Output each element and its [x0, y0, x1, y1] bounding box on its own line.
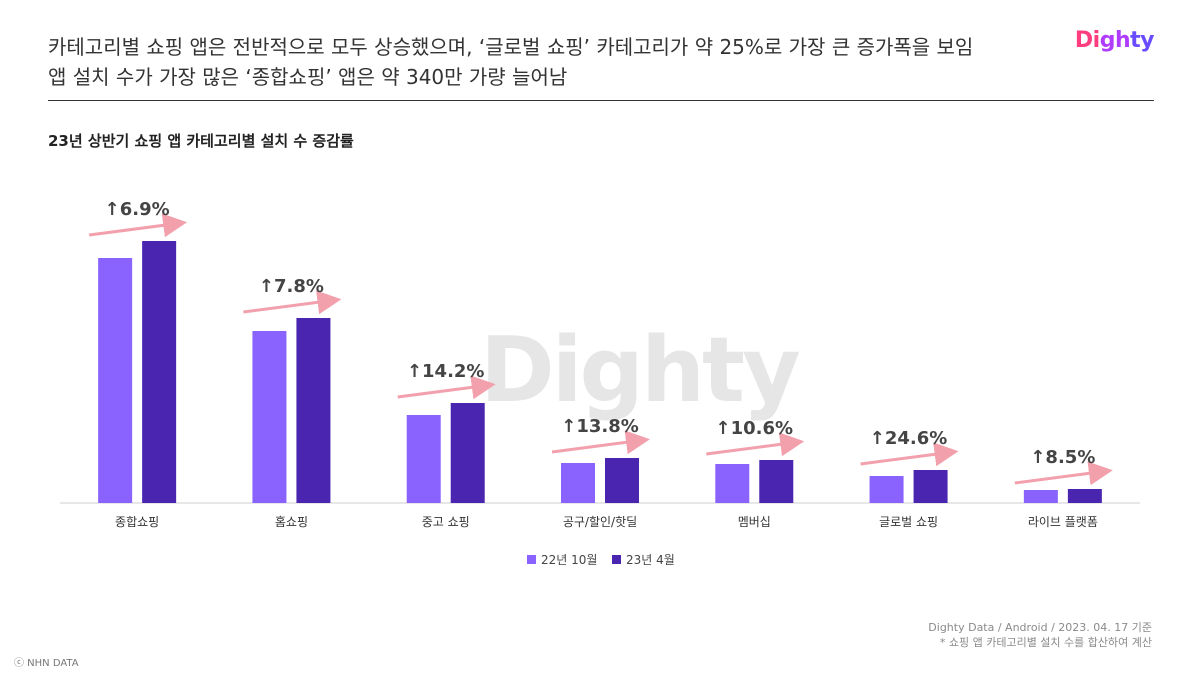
bar-chart: ↑6.9% 종합쇼핑 ↑7.8% 홈쇼핑 ↑14.2% 중고 쇼핑 ↑13.8% 공구/할인/… [60, 199, 1140, 567]
legend-swatch [527, 555, 536, 564]
bar-22-oct [252, 331, 287, 503]
headline-line-1: 카테고리별 쇼핑 앱은 전반적으로 모두 상승했으며, ‘글로벌 쇼핑’ 카테고… [48, 35, 974, 59]
header-divider [48, 100, 1154, 101]
logo-letter: g [1099, 28, 1116, 53]
chart-title: 23년 상반기 쇼핑 앱 카테고리별 설치 수 증감률 [48, 132, 354, 150]
bar-22-oct [406, 415, 441, 503]
bar-23-apr [1067, 489, 1102, 503]
category-label: 종합쇼핑 [115, 515, 159, 529]
category-label: 홈쇼핑 [275, 515, 308, 529]
logo-letter: y [1140, 28, 1154, 53]
bar-23-apr [605, 458, 639, 503]
trend-arrow [1014, 461, 1113, 486]
trend-arrow [551, 430, 650, 455]
bar-22-oct [98, 258, 133, 503]
bar-22-oct [1023, 490, 1058, 503]
category-label: 라이브 플랫폼 [1028, 515, 1098, 529]
growth-label: ↑24.6% [870, 428, 948, 449]
bar-23-apr [142, 241, 177, 503]
legend-label: 23년 4월 [626, 553, 675, 567]
bar-22-oct [561, 463, 595, 503]
bar-23-apr [296, 318, 331, 503]
logo-letter: i [1092, 28, 1101, 53]
bar-22-oct [869, 476, 904, 503]
dighty-logo: Dighty [1074, 28, 1155, 53]
category-label: 중고 쇼핑 [422, 515, 470, 529]
growth-label: ↑6.9% [105, 199, 170, 220]
headline-line-2: 앱 설치 수가 가장 많은 ‘종합쇼핑’ 앱은 약 340만 가량 늘어남 [48, 65, 568, 89]
growth-label: ↑10.6% [716, 418, 794, 439]
bar-23-apr [450, 403, 485, 503]
growth-label: ↑13.8% [561, 416, 639, 437]
growth-label: ↑8.5% [1030, 447, 1095, 468]
bar-23-apr [913, 470, 948, 503]
trend-arrow [397, 375, 496, 400]
bar-22-oct [715, 464, 750, 503]
category-label: 글로벌 쇼핑 [879, 515, 938, 529]
category-label: 멤버십 [738, 515, 771, 529]
source-note: Dighty Data / Android / 2023. 04. 17 기준 … [928, 620, 1152, 650]
category-label: 공구/할인/핫딜 [563, 515, 637, 529]
logo-letter: t [1130, 28, 1141, 53]
legend-label: 22년 10월 [541, 553, 597, 567]
trend-arrow [243, 290, 342, 315]
watermark-logo: Dighty [480, 318, 801, 423]
copyright: ⓒ NHN DATA [14, 658, 79, 669]
source-text: Dighty Data / Android / 2023. 04. 17 기준 [928, 621, 1152, 634]
bar-23-apr [759, 460, 794, 503]
growth-label: ↑14.2% [407, 361, 485, 382]
logo-letter: h [1114, 28, 1131, 53]
trend-arrow [706, 432, 805, 457]
growth-label: ↑7.8% [259, 276, 324, 297]
trend-arrow [88, 213, 188, 238]
headline: 카테고리별 쇼핑 앱은 전반적으로 모두 상승했으며, ‘글로벌 쇼핑’ 카테고… [48, 32, 1048, 92]
calc-note: * 쇼핑 앱 카테고리별 설치 수를 합산하여 계산 [939, 636, 1152, 649]
logo-letter: D [1074, 28, 1093, 53]
trend-arrow [860, 442, 959, 467]
legend-swatch [612, 555, 621, 564]
